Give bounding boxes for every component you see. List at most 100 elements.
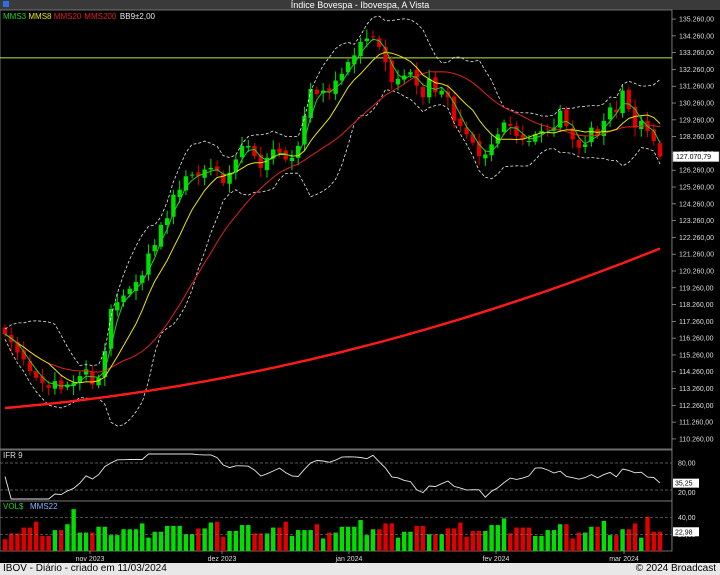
candle-up: [246, 146, 251, 148]
volume-bar: [389, 523, 394, 551]
volume-bar: [183, 534, 189, 551]
volume-bar: [2, 539, 8, 551]
candle-down: [632, 106, 638, 128]
volume-bar: [464, 536, 469, 551]
volume-bar: [451, 528, 457, 551]
window-title: Índice Bovespa - Ibovespa, A Vista: [290, 0, 430, 10]
x-tick-label: dez 2023: [208, 556, 237, 563]
volume-bar: [327, 532, 332, 551]
volume-bar: [651, 531, 656, 551]
candle-up: [395, 78, 401, 85]
volume-bar: [277, 527, 282, 551]
candle-down: [614, 109, 619, 113]
price-tick-label: 115.260,00: [679, 352, 714, 359]
price-tick-label: 131.260,00: [679, 84, 714, 91]
volume-bar: [570, 538, 575, 551]
volume-bar: [508, 533, 513, 551]
ifr-current-label: 35,25: [675, 481, 693, 488]
volume-bar: [476, 530, 482, 551]
price-tick-label: 112.260,00: [679, 403, 714, 410]
volume-bar: [601, 520, 607, 551]
volume-bar: [202, 528, 207, 551]
candle-down: [370, 36, 376, 38]
volume-bar: [377, 529, 382, 551]
candle-down: [314, 89, 320, 94]
volume-bar: [414, 525, 419, 551]
volume-bar: [158, 531, 164, 551]
price-tick-label: 132.260,00: [679, 67, 714, 74]
candle-down: [90, 371, 95, 385]
volume-bar: [557, 524, 563, 551]
candle-up: [289, 157, 295, 161]
candle-up: [127, 288, 132, 294]
ifr-current-badge: [673, 478, 699, 488]
candle-up: [539, 130, 544, 134]
price-tick-label: 125.260,00: [679, 185, 714, 192]
volume-bar: [489, 525, 494, 551]
volume-bar: [196, 528, 201, 551]
legend-item: MMS20: [54, 12, 82, 21]
status-bar: IBOV - Diário - criado em 11/03/2024 © 2…: [0, 563, 720, 575]
volume-bar: [246, 525, 251, 551]
candle-down: [214, 166, 220, 172]
volume-bar: [501, 518, 507, 551]
volume-bar: [140, 523, 145, 551]
price-tick-label: 121.260,00: [679, 252, 714, 259]
mms20-line: [4, 71, 661, 373]
volume-bar: [121, 529, 126, 551]
volume-bar: [395, 537, 401, 551]
volume-bar: [171, 525, 176, 551]
candle-down: [389, 60, 394, 83]
volume-bar: [483, 530, 488, 551]
volume-bar: [52, 530, 58, 551]
candle-up: [501, 122, 507, 133]
volume-bar: [545, 530, 550, 551]
candle-down: [2, 327, 8, 335]
candle-up: [352, 55, 357, 65]
candle-down: [40, 376, 45, 383]
volume-bar: [21, 527, 26, 551]
candle-down: [657, 143, 663, 157]
volume-bar: [264, 533, 270, 551]
ifr-panel: [0, 449, 673, 502]
candle-down: [433, 77, 438, 93]
candle-down: [46, 385, 51, 388]
candle-up: [308, 88, 313, 119]
chart-canvas: 135.260,00 134.260,00 133.260,00 132.260,00…: [0, 9, 720, 563]
volume-bar: [520, 527, 525, 551]
candle-up: [295, 146, 301, 158]
candle-up: [271, 149, 276, 159]
candle-up: [589, 127, 594, 143]
candle-up: [264, 157, 270, 171]
right-axis-area: [672, 10, 720, 551]
volume-bar: [433, 534, 438, 551]
candle-up: [52, 381, 58, 389]
candle-down: [476, 141, 482, 157]
vol-label: VOL$: [3, 502, 24, 511]
volume-bar: [358, 520, 363, 551]
pin-icon[interactable]: [3, 1, 9, 7]
legend-item: BB9±2,00: [120, 12, 156, 21]
legend-item: MMS8: [28, 12, 52, 21]
volume-bar: [252, 533, 257, 551]
candle-up: [483, 154, 488, 159]
candle-up: [526, 140, 532, 142]
current-price-badge: [672, 151, 720, 162]
volume-bar: [551, 530, 557, 551]
volume-bar: [40, 535, 45, 551]
candle-up: [71, 382, 76, 387]
candle-down: [445, 91, 451, 98]
volume-bar: [77, 532, 83, 551]
candle-down: [458, 118, 463, 126]
candle-up: [83, 369, 89, 375]
candle-up: [607, 107, 613, 120]
price-tick-label: 120.260,00: [679, 268, 714, 275]
candle-up: [208, 167, 214, 170]
volume-bar: [645, 516, 650, 551]
candle-up: [96, 377, 101, 386]
volume-bar: [177, 525, 182, 551]
volume-bar: [302, 530, 307, 551]
ifr-tick-label: 80,00: [678, 461, 696, 468]
legend-item: MMS3: [3, 12, 27, 21]
candle-up: [302, 115, 307, 145]
